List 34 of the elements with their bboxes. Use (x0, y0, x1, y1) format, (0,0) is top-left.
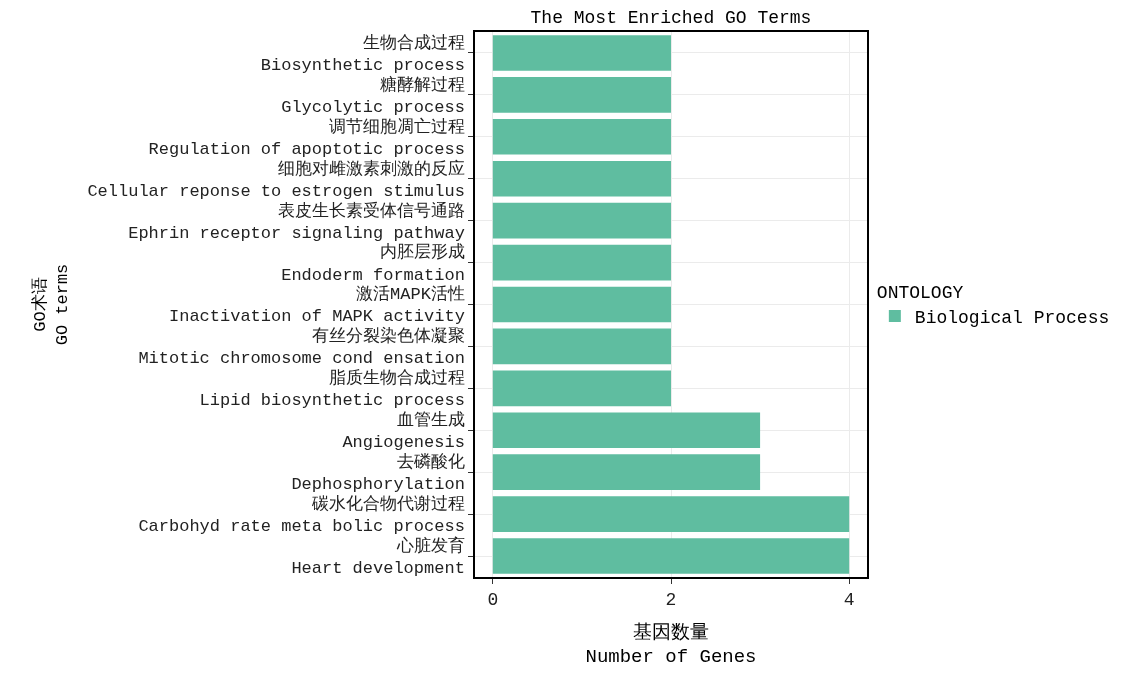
y-tick-label: 细胞对雌激素刺激的反应 Cellular reponse to estrogen stimulus (87, 158, 465, 201)
chart-title: The Most Enriched GO Terms (530, 7, 812, 28)
y-tick-label: 激活MAPK活性 Inactivation of MAPK activity (168, 285, 465, 327)
y-tick-label: 血管生成 Angiogenesis (342, 411, 465, 453)
y-tick-label: 脂质生物合成过程 Lipid biosynthetic process (199, 368, 465, 411)
x-tick-label: 0 (487, 590, 499, 611)
y-tick-label: 心脏发育 Heart development (291, 535, 465, 579)
bar (492, 286, 671, 323)
y-tick-label: 有丝分裂染色体凝聚 Mitotic chromosome cond ensation (138, 326, 465, 369)
bar (492, 412, 761, 449)
bar (492, 328, 671, 365)
y-tick-label: 表皮生长素受体信号通路 Ephrin receptor signaling pathway (128, 200, 465, 243)
bar (492, 244, 671, 281)
y-axis-title: GO术语 GO terms (31, 263, 73, 346)
y-tick-label: 碳水化合物代谢过程 Carbohyd rate meta bolic process (138, 495, 465, 537)
bar (492, 370, 671, 407)
x-tick-label: 2 (665, 590, 677, 611)
y-tick-label: 糖酵解过程 Glycolytic process (281, 74, 465, 117)
y-tick-label: 内胚层形成 Endoderm formation (281, 243, 465, 285)
bar (492, 35, 671, 71)
bar (492, 538, 850, 574)
x-axis-title: 基因数量 Number of Genes (585, 621, 757, 669)
bar (492, 496, 850, 532)
legend-title: ONTOLOGY (876, 282, 964, 303)
bar (492, 160, 671, 197)
bar (492, 202, 671, 239)
y-tick-label: 去磷酸化 Dephosphorylation (291, 453, 465, 495)
y-tick-label: 生物合成过程 Biosynthetic process (260, 33, 465, 75)
bar (492, 118, 671, 155)
bar (492, 454, 761, 491)
x-tick-label: 4 (843, 590, 855, 611)
legend-label: Biological Process (914, 308, 1110, 329)
bar (492, 77, 671, 113)
y-tick-label: 调节细胞凋亡过程 Regulation of apoptotic process (148, 116, 465, 159)
